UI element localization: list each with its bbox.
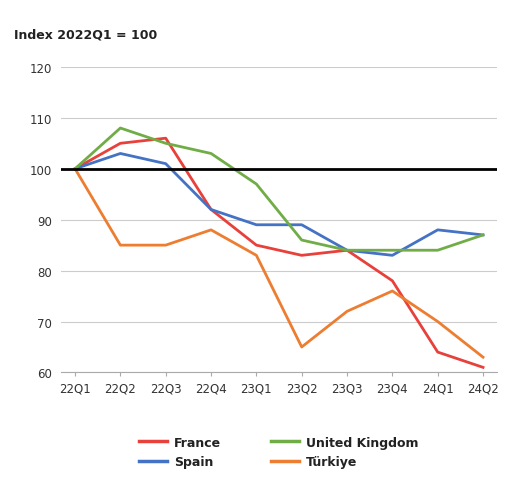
Legend: France, Spain, United Kingdom, Türkiye: France, Spain, United Kingdom, Türkiye bbox=[134, 431, 424, 473]
Text: Index 2022Q1 = 100: Index 2022Q1 = 100 bbox=[13, 28, 157, 41]
